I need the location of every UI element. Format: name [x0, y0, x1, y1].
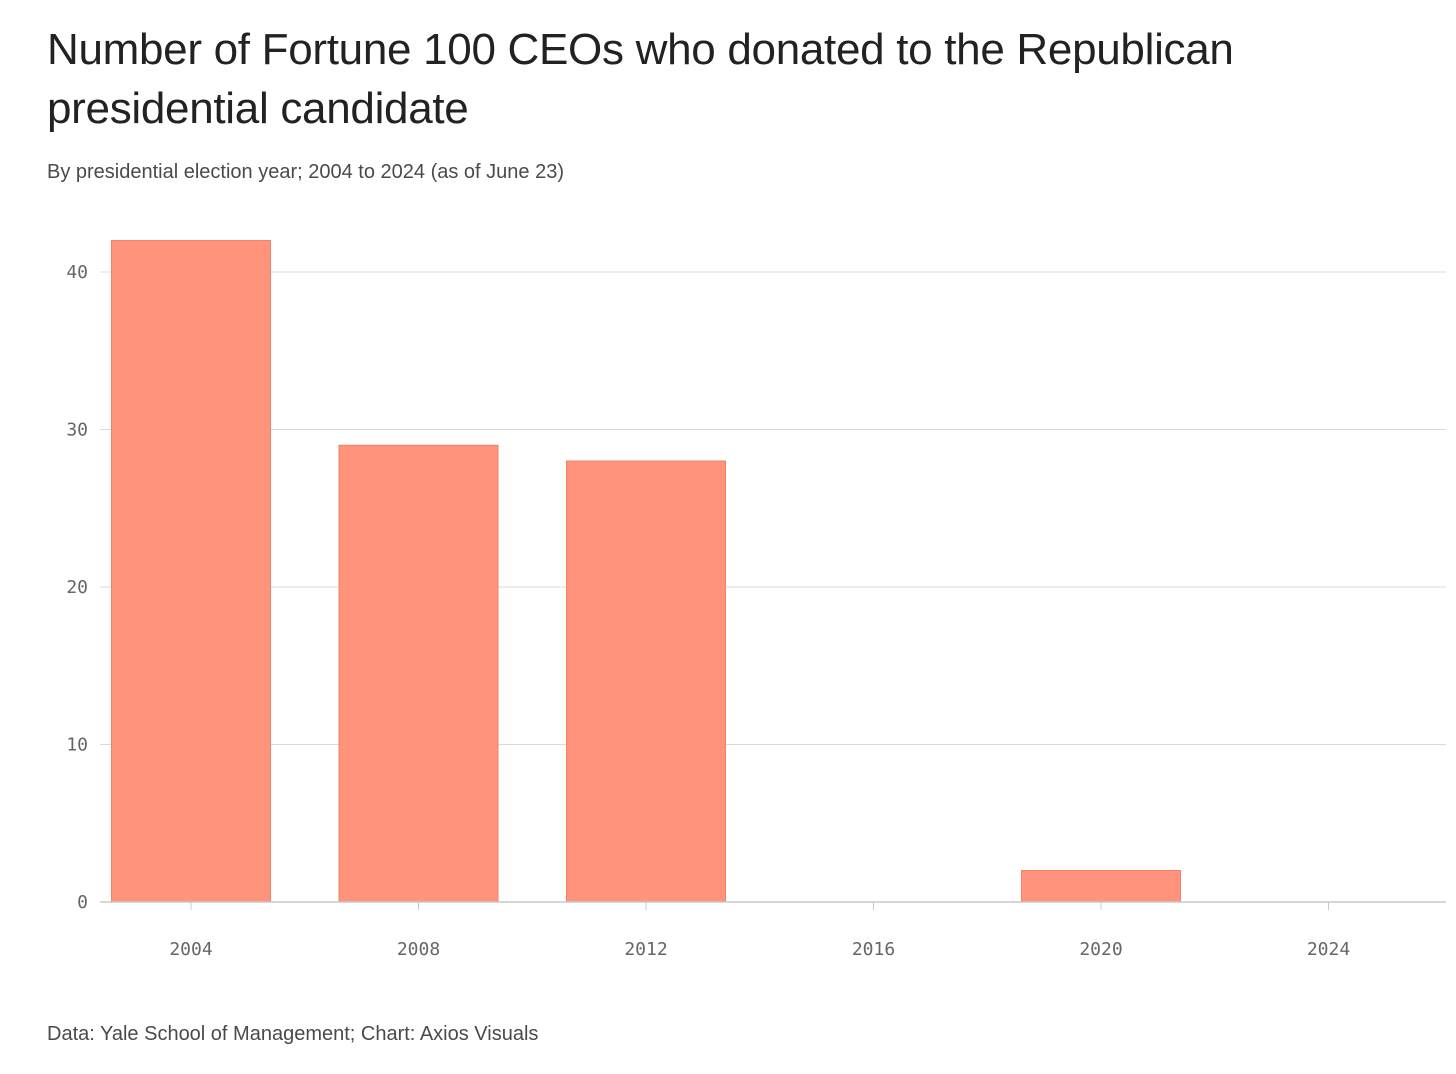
grid-lines — [100, 271, 1446, 745]
bar-chart: 0 10 20 30 40 2004 2008 2012 2016 2020 2024 — [66, 240, 1446, 960]
x-tick-label-2008: 2008 — [397, 939, 440, 960]
source-note: Data: Yale School of Management; Chart: … — [47, 1023, 539, 1045]
x-tick-label-2004: 2004 — [169, 939, 212, 960]
y-tick-labels: 0 10 20 30 40 — [66, 262, 88, 913]
chart-title: Number of Fortune 100 CEOs who donated t… — [47, 25, 1234, 133]
y-tick-label-40: 40 — [66, 262, 88, 283]
bars — [111, 240, 1181, 903]
chart-subtitle: By presidential election year; 2004 to 2… — [47, 161, 564, 183]
y-tick-label-20: 20 — [66, 577, 88, 598]
x-tick-labels: 2004 2008 2012 2016 2020 2024 — [169, 939, 1350, 960]
x-tick-label-2020: 2020 — [1079, 939, 1122, 960]
bar-2008 — [338, 444, 499, 903]
y-tick-label-30: 30 — [66, 420, 88, 441]
x-axis — [100, 901, 1446, 910]
bar-2020 — [1021, 870, 1181, 903]
x-tick-label-2024: 2024 — [1307, 939, 1350, 960]
y-tick-label-10: 10 — [66, 735, 88, 756]
x-tick-label-2012: 2012 — [624, 939, 667, 960]
bar-2012 — [566, 460, 726, 903]
bar-2004 — [111, 240, 271, 903]
y-tick-label-0: 0 — [77, 892, 88, 913]
x-tick-label-2016: 2016 — [852, 939, 895, 960]
